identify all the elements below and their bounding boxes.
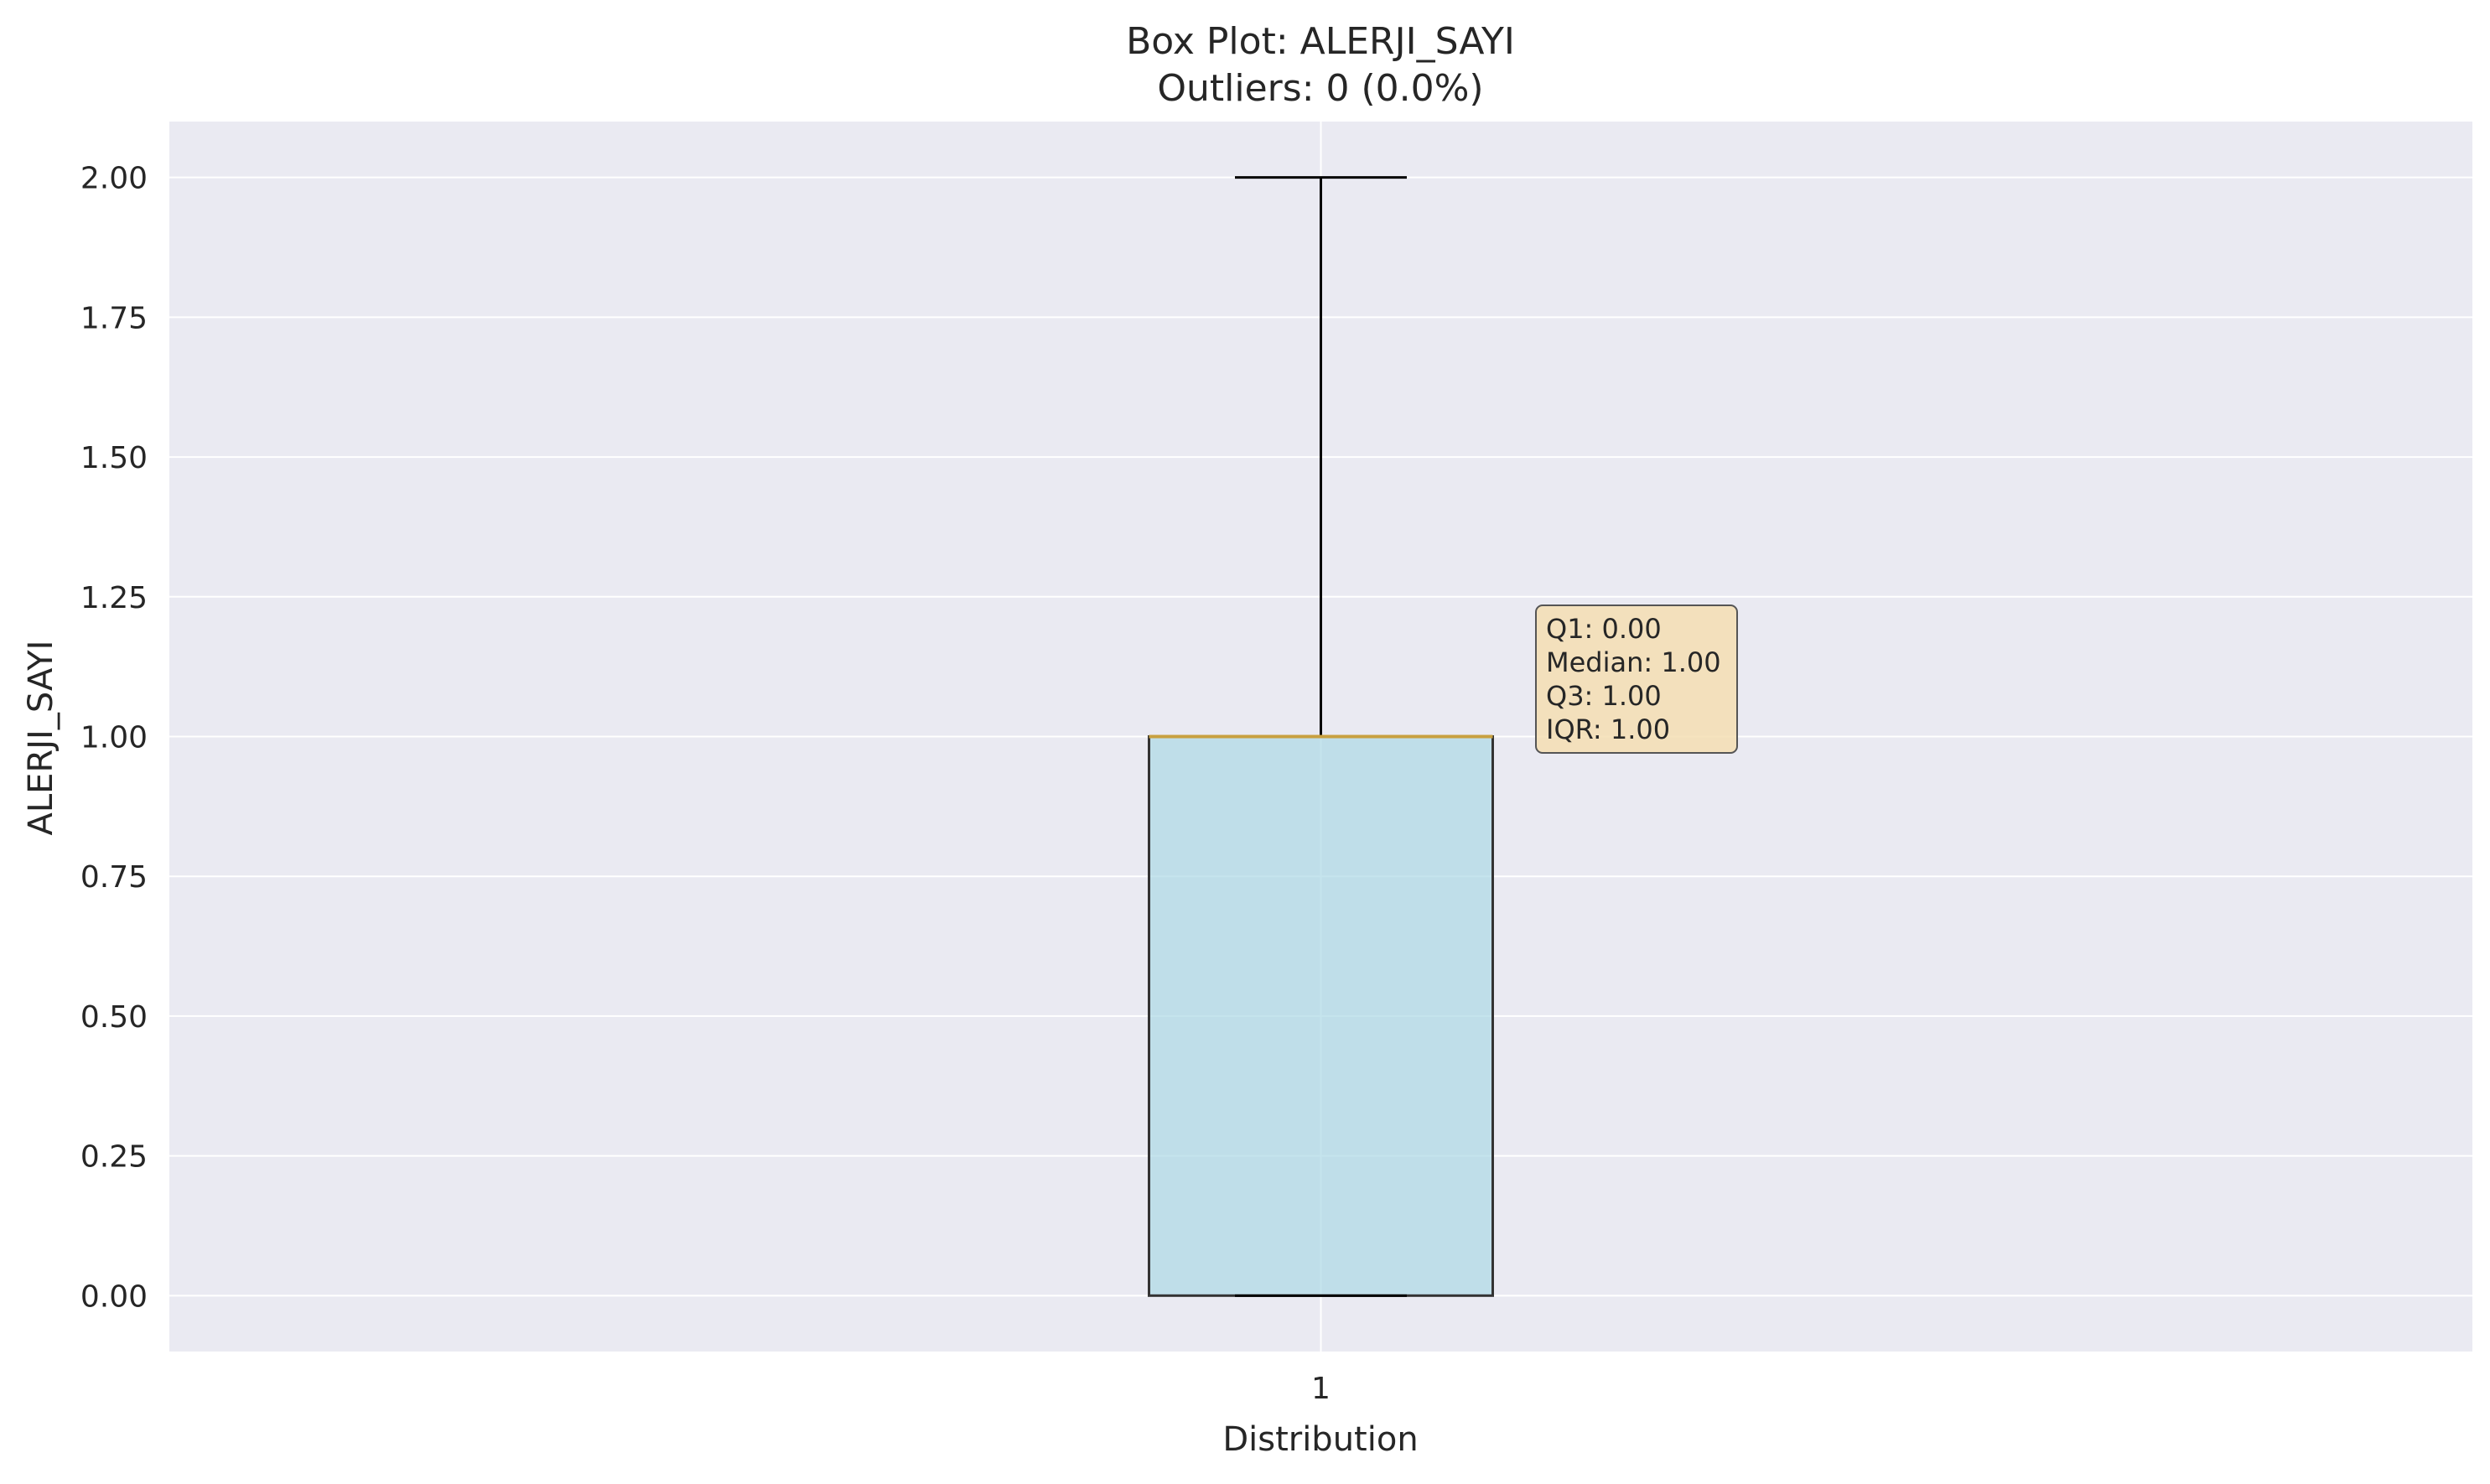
stats-annotation-line: Median: 1.00	[1546, 646, 1721, 678]
x-axis-label: Distribution	[1222, 1420, 1418, 1459]
chart-title: Box Plot: ALERJI_SAYI	[1126, 20, 1515, 63]
y-tick-label: 0.75	[80, 860, 148, 895]
stats-annotation-box	[1535, 604, 1738, 754]
y-tick-label: 2.00	[80, 162, 148, 196]
y-tick-label: 1.00	[80, 721, 148, 755]
y-tick-label: 1.50	[80, 441, 148, 475]
x-tick-label: 1	[1311, 1372, 1331, 1406]
y-tick-label: 0.25	[80, 1140, 148, 1175]
y-tick-label: 0.50	[80, 1000, 148, 1035]
y-tick-label: 0.00	[80, 1279, 148, 1314]
iqr-box	[1148, 735, 1494, 1297]
box-layer	[1148, 176, 1494, 1297]
stats-annotation-line: Q3: 1.00	[1546, 680, 1662, 712]
stats-annotation-line: Q1: 0.00	[1546, 613, 1662, 645]
tick-labels: 0.00 0.25 0.50 0.75 1.00 1.25 1.50 1.75 2.00 1	[80, 162, 1331, 1406]
y-tick-label: 1.25	[80, 581, 148, 615]
y-tick-label: 1.75	[80, 301, 148, 335]
y-axis-label: ALERJI_SAYI	[22, 641, 60, 836]
stats-annotation-line: IQR: 1.00	[1546, 713, 1670, 745]
chart-subtitle: Outliers: 0 (0.0%)	[1157, 67, 1483, 110]
